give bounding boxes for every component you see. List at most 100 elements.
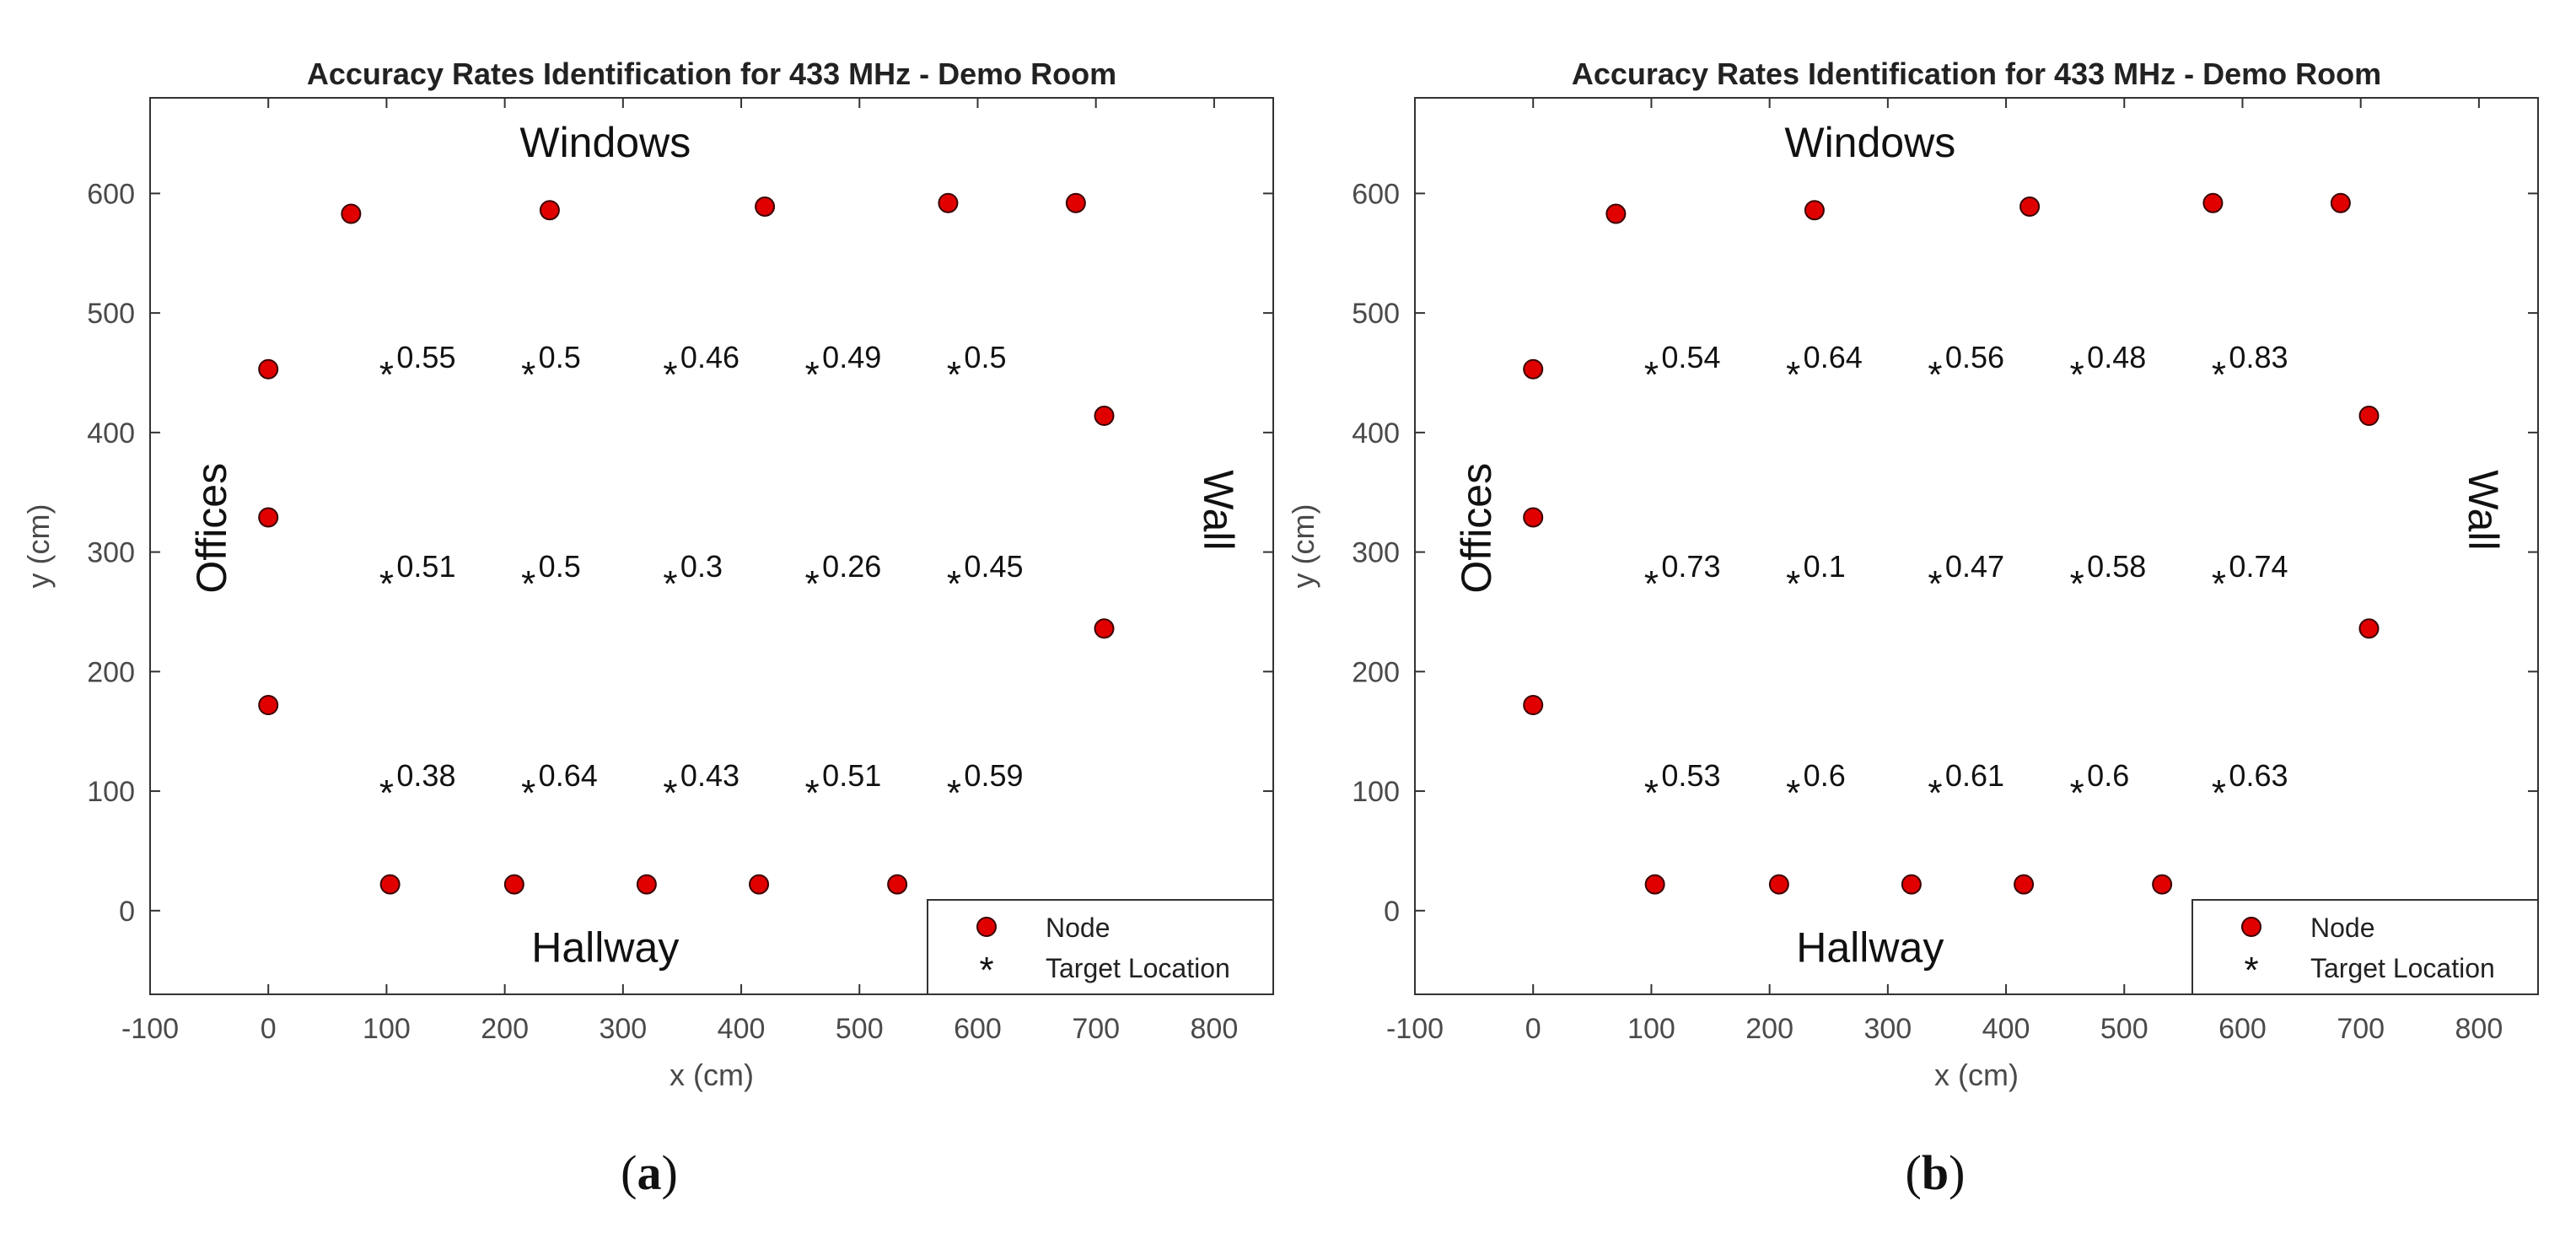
target-marker: *: [663, 354, 677, 396]
x-tick-label: -100: [121, 1013, 179, 1045]
chart-title: Accuracy Rates Identification for 433 MH…: [1572, 57, 2381, 91]
x-tick-label: 800: [1191, 1013, 1239, 1045]
target-accuracy-label: 0.48: [2087, 340, 2146, 374]
target-accuracy-label: 0.53: [1661, 758, 1720, 793]
target-accuracy-label: 0.38: [396, 758, 455, 793]
target-marker: *: [521, 563, 535, 605]
target-marker: *: [1644, 773, 1659, 814]
x-tick-label: 0: [261, 1013, 277, 1045]
plot-area: [149, 97, 1274, 995]
chart-title: Accuracy Rates Identification for 433 MH…: [307, 57, 1116, 91]
node-marker: [938, 192, 959, 213]
y-tick-label: 200: [87, 656, 135, 688]
target-accuracy-label: 0.59: [964, 758, 1023, 793]
y-tick-label: 100: [87, 776, 135, 808]
node-marker: [1901, 874, 1922, 895]
target-marker: *: [379, 773, 394, 814]
x-tick-label: 300: [1863, 1013, 1912, 1045]
target-accuracy-label: 0.74: [2229, 549, 2288, 584]
x-tick-label: 500: [2100, 1013, 2148, 1045]
legend-box: [2191, 899, 2539, 995]
target-accuracy-label: 0.45: [964, 549, 1023, 584]
target-marker: *: [1786, 354, 1800, 396]
x-tick-label: 100: [1627, 1013, 1675, 1045]
node-marker: [887, 874, 908, 895]
x-tick-label: 200: [481, 1013, 529, 1045]
node-marker: [1804, 200, 1825, 221]
node-marker: [2152, 874, 2173, 895]
x-tick-label: 100: [363, 1013, 411, 1045]
y-tick-label: 400: [87, 417, 135, 450]
target-accuracy-label: 0.61: [1945, 758, 2004, 793]
node-marker: [749, 874, 770, 895]
x-tick-label: -100: [1386, 1013, 1444, 1045]
x-tick-label: 600: [954, 1013, 1002, 1045]
target-marker: *: [2070, 563, 2084, 605]
target-marker: *: [947, 563, 961, 605]
target-accuracy-label: 0.51: [396, 549, 455, 584]
node-marker: [539, 200, 560, 221]
y-tick-label: 500: [1352, 298, 1400, 330]
target-marker: *: [805, 354, 820, 396]
panel-caption-letter: a: [637, 1145, 662, 1200]
target-accuracy-label: 0.43: [680, 758, 739, 793]
target-accuracy-label: 0.64: [539, 758, 598, 793]
target-accuracy-label: 0.58: [2087, 549, 2146, 584]
target-accuracy-label: 0.73: [1661, 549, 1720, 584]
x-tick-label: 300: [599, 1013, 647, 1045]
target-accuracy-label: 0.83: [2229, 340, 2288, 374]
plot-area: [1414, 97, 2539, 995]
y-tick-label: 200: [1352, 656, 1400, 688]
panel-caption: (b): [1906, 1145, 1966, 1200]
panel-b: Accuracy Rates Identification for 433 MH…: [1286, 57, 2539, 1200]
node-marker: [1523, 695, 1544, 716]
room-label-bottom: Hallway: [531, 924, 679, 972]
node-marker: [1065, 192, 1086, 213]
x-tick-label: 800: [2455, 1013, 2503, 1045]
y-tick-label: 300: [1352, 537, 1400, 569]
target-marker: *: [2070, 773, 2084, 814]
target-marker: *: [521, 354, 535, 396]
target-accuracy-label: 0.51: [822, 758, 881, 793]
node-marker: [503, 874, 524, 895]
target-marker: *: [805, 563, 820, 605]
node-marker: [2358, 406, 2380, 427]
node-marker: [2019, 196, 2041, 217]
y-tick-label: 500: [87, 298, 135, 330]
legend-target-label: Target Location: [1046, 953, 1230, 983]
room-label-left: Offices: [1453, 463, 1500, 594]
y-tick-label: 0: [1384, 896, 1400, 928]
node-marker: [2330, 192, 2351, 213]
node-marker: [2358, 618, 2380, 639]
x-axis-label: x (cm): [1934, 1058, 2019, 1092]
target-accuracy-label: 0.49: [822, 340, 881, 374]
room-label-right: Wall: [1195, 470, 1242, 550]
target-marker: *: [1786, 563, 1800, 605]
target-marker: *: [2212, 773, 2226, 814]
target-marker: *: [1644, 354, 1659, 396]
target-marker: *: [805, 773, 820, 814]
room-label-bottom: Hallway: [1796, 924, 1944, 972]
y-tick-label: 300: [87, 537, 135, 569]
target-accuracy-label: 0.3: [680, 549, 723, 584]
room-label-left: Offices: [188, 463, 235, 594]
legend-node-marker: [2241, 917, 2261, 937]
target-marker: *: [1928, 773, 1942, 814]
target-marker: *: [2070, 354, 2084, 396]
target-marker: *: [379, 563, 394, 605]
room-label-top: Windows: [1784, 119, 1955, 166]
x-tick-label: 0: [1525, 1013, 1541, 1045]
node-marker: [258, 507, 279, 528]
x-tick-label: 400: [1982, 1013, 2030, 1045]
legend-box: [927, 899, 1274, 995]
node-marker: [1094, 406, 1115, 427]
target-accuracy-label: 0.46: [680, 340, 739, 374]
x-tick-label: 500: [836, 1013, 884, 1045]
node-marker: [2014, 874, 2035, 895]
target-accuracy-label: 0.6: [2087, 758, 2129, 793]
target-marker: *: [663, 773, 677, 814]
target-accuracy-label: 0.63: [2229, 758, 2288, 793]
legend-target-marker: *: [2244, 950, 2258, 991]
target-marker: *: [379, 354, 394, 396]
legend-target-label: Target Location: [2310, 953, 2495, 983]
